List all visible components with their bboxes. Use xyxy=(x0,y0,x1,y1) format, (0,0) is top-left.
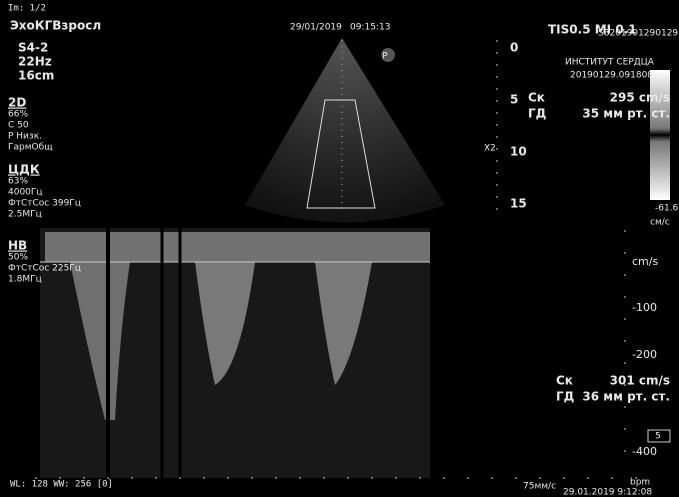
color-bar xyxy=(650,70,670,200)
mode-setting: 66% xyxy=(8,110,28,120)
heart-rate-unit: bpm xyxy=(630,478,650,488)
sweep-speed: 75мм/с xyxy=(523,482,556,492)
window-level: WL: 128 WW: 256 [0] xyxy=(10,480,113,490)
mode-setting: ФтСтСос 399Гц xyxy=(8,199,81,209)
mode-setting: P Низк. xyxy=(8,132,42,142)
velocity-tick: -200 xyxy=(632,348,657,361)
mode-setting: 50% xyxy=(8,253,28,263)
zoom: X2 xyxy=(484,144,496,154)
gradient: 36 мм рт. ст. xyxy=(582,390,670,404)
velocity: 301 cm/s xyxy=(610,374,670,388)
probe: S4-2 xyxy=(18,41,48,55)
depth-label: 5 xyxy=(510,93,518,107)
gradient: 35 мм рт. ст. xyxy=(582,107,670,121)
velocity-label: Ск xyxy=(556,374,573,388)
gradient-label: ГД xyxy=(556,390,574,404)
box-value: 5 xyxy=(655,432,661,442)
mode-setting: C 50 xyxy=(8,121,29,131)
mode-setting: ФтСтСос 225Гц xyxy=(8,264,81,274)
preset: ЭхоКГВзросл xyxy=(10,19,101,33)
velocity: 295 cm/s xyxy=(610,91,670,105)
spectrum-band xyxy=(45,232,430,262)
mode-label: 2D xyxy=(8,96,26,110)
frame-rate: 22Hz xyxy=(18,55,52,69)
mode-setting: 4000Гц xyxy=(8,188,43,198)
mode-label: HB xyxy=(8,239,27,253)
study-id: 20190129.091808 xyxy=(570,71,653,81)
sector-image xyxy=(245,38,445,223)
velocity-unit: cm/s xyxy=(632,255,658,268)
time: 09:15:13 xyxy=(350,23,390,33)
date: 29/01/2019 xyxy=(290,23,342,33)
timestamp: 29.01.2019 9:12:08 xyxy=(563,488,652,497)
velocity-tick: -100 xyxy=(632,301,657,314)
sector-marker-label: P xyxy=(382,52,388,62)
depth-label: 10 xyxy=(510,145,527,159)
image-index: Im: 1/2 xyxy=(8,4,46,14)
mode-setting: 63% xyxy=(8,177,28,187)
gradient-label: ГД xyxy=(528,107,546,121)
color-bar-value: -61.6 xyxy=(655,204,679,214)
velocity-tick: -400 xyxy=(632,445,657,458)
depth: 16cm xyxy=(18,69,54,83)
mode-label: ЦДК xyxy=(8,163,40,177)
velocity-label: Ск xyxy=(528,91,545,105)
depth-label: 0 xyxy=(510,41,518,55)
depth-label: 15 xyxy=(510,197,527,211)
institution: ИНСТИТУТ СЕРДЦА xyxy=(565,58,655,68)
mode-setting: 2.5МГц xyxy=(8,210,42,220)
patient-id: S8201901290129 xyxy=(598,29,678,39)
color-bar-unit: см/с xyxy=(650,218,670,228)
mode-setting: ГармОбщ xyxy=(8,143,53,153)
ultrasound-screen: Im: 1/2 ЭхоКГВзросл S4-2 22Hz 16cm 29/01… xyxy=(0,0,679,497)
mode-setting: 1.8МГц xyxy=(8,275,42,285)
